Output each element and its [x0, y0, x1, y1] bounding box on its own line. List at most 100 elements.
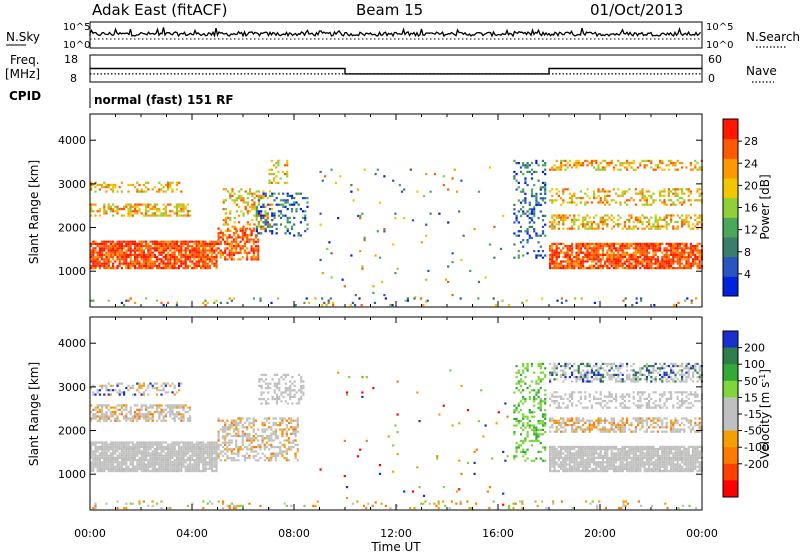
power-cell [228, 297, 231, 300]
velocity-cell [197, 461, 200, 464]
power-cell [297, 234, 300, 237]
velocity-cell [140, 408, 143, 411]
power-cell [129, 207, 132, 211]
velocity-cell [147, 413, 150, 416]
power-cell [617, 260, 620, 263]
power-cell [557, 214, 560, 217]
power-cell [147, 264, 150, 267]
velocity-cell [96, 415, 99, 418]
velocity-cell [273, 389, 276, 392]
power-cell [515, 173, 518, 176]
velocity-cell [261, 452, 264, 455]
velocity-cell [153, 470, 156, 473]
velocity-cell [173, 463, 176, 466]
power-cell [608, 242, 611, 245]
velocity-cell [517, 446, 520, 449]
power-cell [630, 214, 633, 217]
power-cell [257, 251, 260, 254]
velocity-cell [107, 382, 110, 385]
velocity-cell [526, 369, 529, 372]
velocity-cell [557, 445, 560, 448]
power-cell [242, 199, 245, 202]
velocity-cell [241, 448, 244, 451]
velocity-cell [169, 465, 172, 468]
power-cell [580, 297, 583, 300]
velocity-cell [184, 450, 187, 453]
power-cell [149, 251, 152, 254]
power-cell [228, 242, 231, 246]
power-cell [555, 260, 558, 263]
power-cell [641, 247, 644, 250]
power-cell [604, 166, 607, 169]
velocity-cell [118, 441, 121, 444]
velocity-cell [270, 457, 273, 460]
power-cell [634, 253, 637, 256]
power-cell [184, 242, 187, 245]
power-cell [257, 240, 260, 243]
power-cell [123, 214, 126, 217]
power-cell [96, 242, 99, 245]
power-cell [661, 242, 664, 245]
power-cell [374, 254, 377, 257]
power-cell [112, 183, 115, 187]
velocity-cell [213, 441, 216, 444]
velocity-cell [175, 467, 178, 470]
velocity-cell [215, 470, 218, 473]
velocity-cell [131, 393, 134, 396]
velocity-cell [151, 419, 154, 422]
power-cell [595, 214, 598, 217]
power-cell [590, 201, 593, 204]
velocity-cell [555, 470, 558, 473]
power-cell [112, 262, 115, 265]
power-cell [621, 267, 624, 270]
power-cell [619, 162, 622, 165]
power-cell [167, 242, 170, 245]
power-cell [544, 214, 547, 217]
power-cell [541, 170, 545, 173]
velocity-cell [114, 410, 117, 414]
power-cell [566, 247, 569, 250]
velocity-cell [142, 467, 145, 470]
velocity-cell [560, 448, 563, 451]
power-cell [98, 207, 101, 211]
velocity-cell [230, 421, 233, 424]
velocity-cell [268, 459, 271, 462]
power-cell [555, 262, 558, 265]
velocity-cell [197, 450, 200, 453]
power-cell [363, 236, 366, 239]
power-cell [549, 256, 552, 259]
velocity-cell [232, 459, 236, 462]
power-cell [145, 256, 148, 259]
power-cell [158, 267, 161, 270]
power-cell [127, 245, 130, 248]
velocity-cell [278, 380, 281, 383]
velocity-cell [140, 456, 143, 459]
velocity-cell [147, 406, 150, 409]
power-cell [273, 214, 276, 217]
velocity-cell [105, 384, 108, 387]
velocity-cell [178, 463, 181, 466]
power-cell [690, 301, 693, 304]
velocity-cell [112, 470, 115, 473]
velocity-cell [160, 389, 163, 392]
velocity-cell [232, 424, 236, 427]
velocity-cell [98, 456, 101, 459]
velocity-cell [116, 408, 119, 411]
power-cell [557, 242, 560, 245]
velocity-cell [515, 376, 518, 379]
velocity-cell [162, 456, 165, 459]
power-cell [253, 192, 256, 195]
power-cell [604, 245, 607, 248]
velocity-cell [140, 415, 143, 418]
power-cell [513, 243, 516, 246]
power-cell [120, 207, 123, 211]
power-cell [535, 197, 538, 200]
power-cell [208, 245, 211, 248]
velocity-cell [90, 445, 93, 448]
velocity-cell [544, 415, 547, 418]
velocity-cell [123, 450, 126, 453]
velocity-cell [530, 380, 534, 383]
power-cell [621, 253, 624, 256]
velocity-cell [90, 465, 93, 468]
velocity-cell [551, 456, 554, 459]
